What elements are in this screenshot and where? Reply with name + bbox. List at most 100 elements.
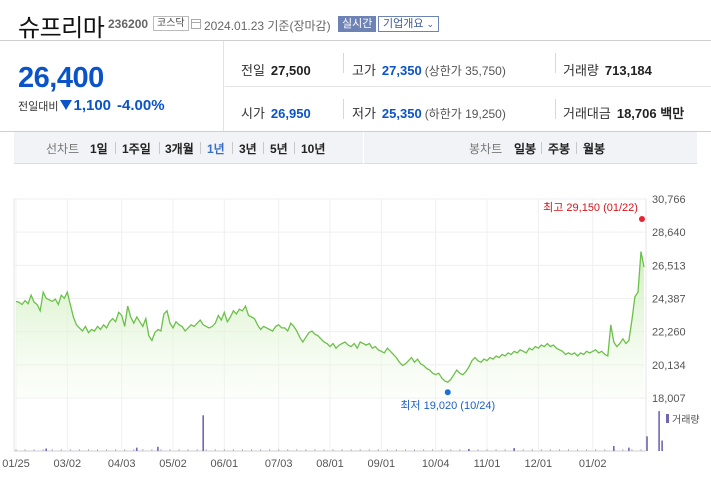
volume-bar [658, 411, 660, 451]
current-price: 26,400 [18, 62, 104, 94]
volume-bar [157, 446, 159, 451]
period-tab-bar: 선차트 1일 1주일 3개월 1년 3년 5년 10년 봉차트 일봉 주봉 월봉 [14, 132, 697, 164]
low-label: 저가 [352, 106, 376, 121]
volume-bar [613, 445, 615, 451]
y-tick-label: 20,134 [652, 360, 686, 372]
volume-bar [661, 440, 663, 451]
tab-separator [263, 142, 264, 154]
price-area [15, 251, 645, 398]
lower-limit: (하한가 19,250) [424, 107, 506, 121]
volume-bars: 거래량 [15, 411, 700, 451]
tab-5y[interactable]: 5년 [270, 142, 288, 156]
volume-legend-label: 거래량 [672, 414, 700, 426]
low-value: 25,350 [381, 106, 422, 121]
x-tick-label: 05/02 [159, 458, 187, 470]
title-bar: 슈프리마 236200 코스닥 2024.01.23 기준(장마감) 실시간 기… [0, 0, 711, 42]
y-tick-label: 18,007 [652, 393, 686, 405]
max-price-dot [638, 216, 645, 222]
x-tick-label: 11/01 [474, 458, 501, 470]
market-badge: 코스닥 [153, 16, 189, 31]
divider [363, 132, 364, 164]
base-date: 2024.01.23 기준(장마감) [204, 19, 331, 33]
tab-separator [232, 142, 233, 154]
company-overview-button[interactable]: 기업개요 ⌄ [378, 16, 440, 32]
divider [343, 99, 344, 119]
prev-close-cell: 전일 27,500 [241, 60, 311, 79]
divider [225, 86, 711, 87]
tab-1d[interactable]: 1일 [90, 142, 108, 156]
open-cell: 시가 26,950 [241, 103, 311, 122]
amount-value: 18,706 [616, 106, 657, 121]
y-tick-label: 26,513 [652, 260, 686, 272]
prev-close-label: 전일 [241, 63, 265, 78]
upper-limit: (상한가 35,750) [424, 64, 506, 78]
volume-label: 거래량 [563, 63, 599, 78]
volume-value: 713,184 [604, 63, 652, 78]
tab-10y[interactable]: 10년 [301, 142, 326, 156]
open-label: 시가 [241, 106, 265, 121]
price-chart[interactable]: 30,766 28,640 26,513 24,387 22,260 20,134 18,0… [0, 189, 711, 489]
volume-bar [468, 448, 470, 451]
amount-cell: 거래대금 18,706 백만 [563, 103, 684, 122]
price-change: 전일대비 1,100 -4.00% [18, 97, 165, 114]
volume-bar [628, 447, 630, 451]
tab-separator [115, 142, 116, 154]
x-tick-label: 08/01 [316, 458, 344, 470]
realtime-button[interactable]: 실시간 [338, 16, 377, 32]
volume-legend-swatch [666, 414, 669, 423]
chevron-down-icon: ⌄ [426, 19, 435, 29]
divider [555, 53, 556, 73]
volume-bar [513, 448, 515, 451]
tab-weekly-candle[interactable]: 주봉 [548, 142, 571, 156]
x-tick-label: 03/02 [54, 458, 82, 470]
amount-label: 거래대금 [563, 106, 611, 121]
tab-3y[interactable]: 3년 [239, 142, 257, 156]
tab-3m[interactable]: 3개월 [165, 142, 194, 156]
tab-monthly-candle[interactable]: 월봉 [583, 142, 606, 156]
tab-separator [200, 142, 201, 154]
tab-separator [159, 142, 160, 154]
tab-separator [576, 142, 577, 154]
tab-1y[interactable]: 1년 [207, 142, 225, 156]
x-tick-label: 06/01 [211, 458, 239, 470]
stock-code: 236200 [108, 17, 149, 31]
tab-separator [294, 142, 295, 154]
tab-daily-candle[interactable]: 일봉 [514, 142, 537, 156]
chart-annotations: 최고 29,150 (01/22) 최저 19,020 (10/24) [400, 201, 645, 412]
y-tick-label: 28,640 [652, 227, 686, 239]
y-tick-label: 30,766 [652, 194, 686, 206]
min-price-dot [444, 389, 451, 396]
volume-bar [45, 448, 47, 451]
down-triangle-icon [60, 100, 73, 110]
stock-name: 슈프리마 [18, 15, 105, 42]
prev-close-value: 27,500 [270, 63, 311, 78]
line-chart-label: 선차트 [46, 142, 80, 156]
x-tick-label: 09/01 [368, 458, 396, 470]
x-tick-label: 07/03 [265, 458, 293, 470]
high-cell: 고가 27,350 (상한가 35,750) [352, 60, 506, 79]
change-value: 1,100 [73, 97, 112, 114]
x-tick-label: 12/01 [525, 458, 553, 470]
x-tick-label: 10/04 [422, 458, 450, 470]
quote-box: 26,400 전일대비 1,100 -4.00% 전일 27,500 고가 27,350… [0, 40, 711, 132]
x-tick-label: 04/03 [108, 458, 136, 470]
high-label: 고가 [352, 63, 376, 78]
change-label: 전일대비 [18, 101, 59, 113]
change-percent: -4.00% [117, 97, 165, 114]
y-axis-ticks: 30,766 28,640 26,513 24,387 22,260 20,134 18,0… [652, 194, 686, 405]
divider [343, 53, 344, 73]
low-cell: 저가 25,350 (하한가 19,250) [352, 103, 506, 122]
min-price-label: 최저 19,020 (10/24) [400, 399, 495, 412]
open-value: 26,950 [270, 106, 311, 121]
amount-unit: 백만 [660, 106, 685, 121]
tab-separator [541, 142, 542, 154]
divider [555, 99, 556, 119]
main-price-area: 26,400 전일대비 1,100 -4.00% [0, 41, 224, 131]
tab-1w[interactable]: 1주일 [122, 142, 151, 156]
x-tick-label: 01/25 [2, 458, 30, 470]
volume-cell: 거래량 713,184 [563, 60, 652, 79]
company-overview-label: 기업개요 [383, 18, 424, 30]
volume-bar [135, 447, 138, 451]
x-axis-ticks: 01/25 03/02 04/03 05/02 06/01 07/03 08/01 09/01… [2, 458, 606, 470]
volume-bar [646, 436, 648, 451]
